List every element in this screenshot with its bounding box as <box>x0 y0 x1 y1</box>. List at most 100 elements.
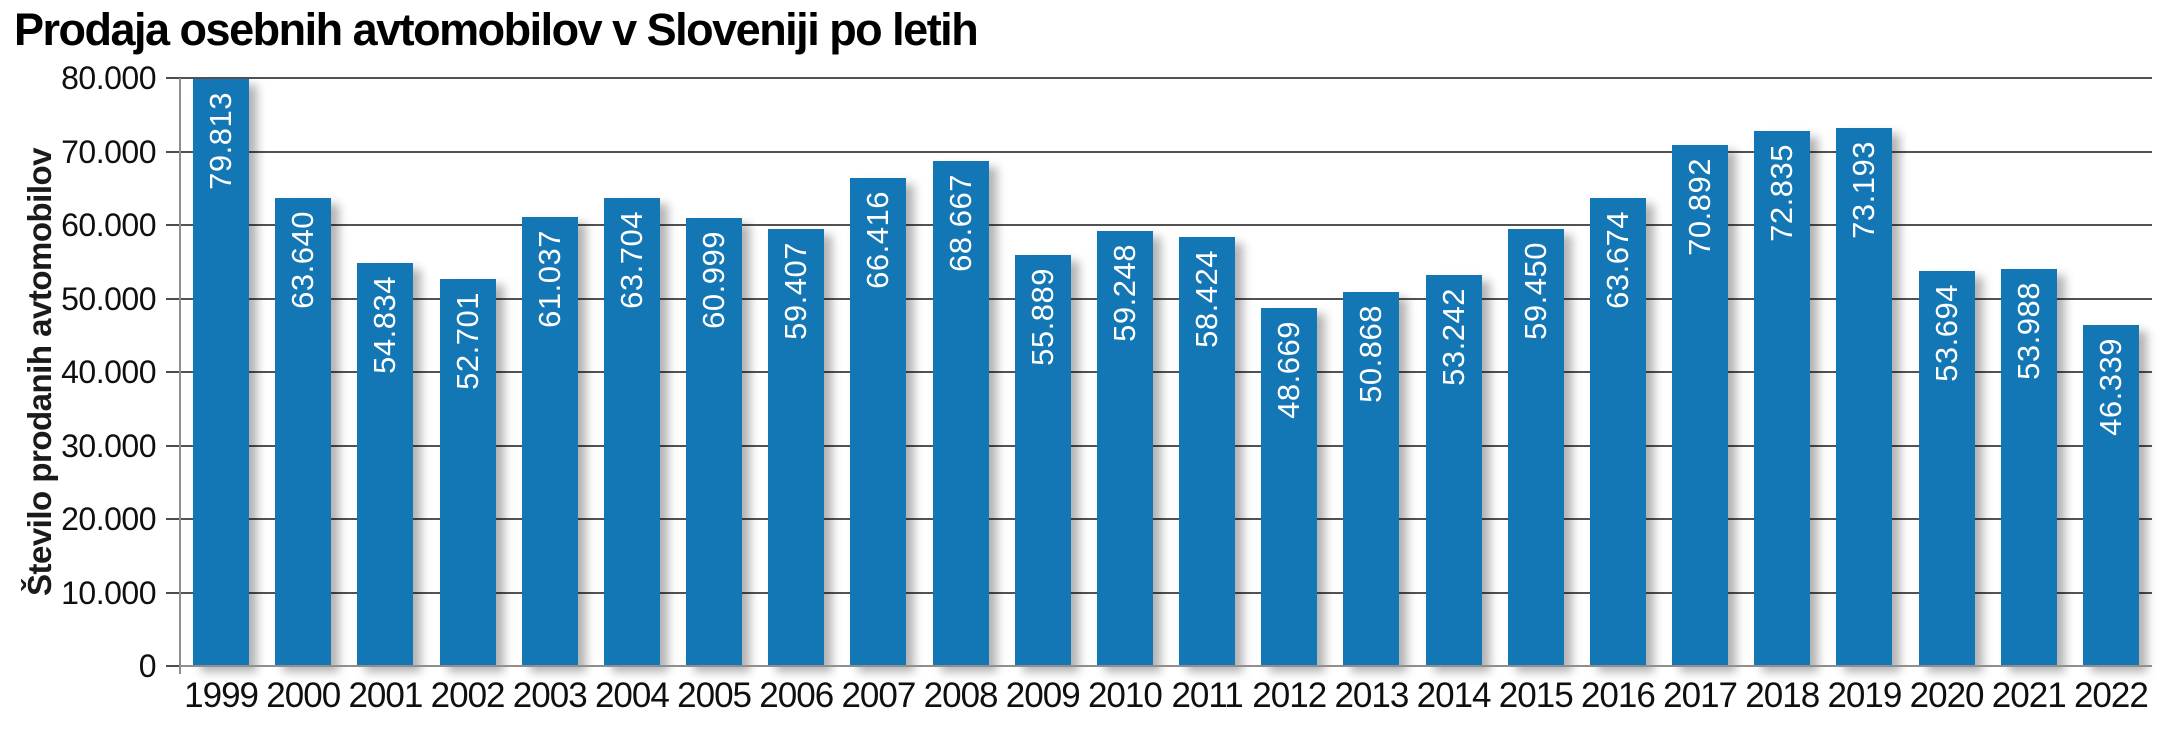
x-tick-label-2010: 2010 <box>1087 676 1163 715</box>
bar-2012: 48.669 <box>1261 308 1318 666</box>
y-tick-label: 10.000 <box>61 574 156 611</box>
bar-value-label: 52.701 <box>449 291 485 390</box>
gridline-30.000 <box>180 444 2152 447</box>
bar-2011: 58.424 <box>1179 236 1236 666</box>
x-tick-label-2014: 2014 <box>1416 676 1492 715</box>
bar-value-label: 54.834 <box>367 275 403 374</box>
x-tick-label-1999: 1999 <box>184 676 259 715</box>
bar-2000: 63.640 <box>275 198 332 666</box>
x-tick-label-2011: 2011 <box>1171 676 1243 715</box>
bar-value-label: 63.704 <box>613 210 649 309</box>
bar-2015: 59.450 <box>1507 229 1564 666</box>
bar-2004: 63.704 <box>603 197 660 666</box>
x-tick-label-2007: 2007 <box>841 676 916 715</box>
x-tick-label-2001: 2001 <box>348 676 423 715</box>
bar-value-label: 58.424 <box>1189 249 1225 348</box>
x-tick-label-2008: 2008 <box>923 676 999 715</box>
y-tick-mark <box>166 297 181 300</box>
bar-value-label: 73.193 <box>1846 141 1882 239</box>
x-tick-label-2018: 2018 <box>1745 676 1820 715</box>
y-tick-label: 30.000 <box>61 427 156 464</box>
gridline-10.000 <box>180 591 2152 594</box>
bar-value-label: 79.813 <box>203 92 239 191</box>
bar-value-label: 72.835 <box>1764 143 1800 242</box>
plot-area: 79.813 63.640 54.834 52.701 61.037 63.704 60.9… <box>179 77 2152 674</box>
bar-2019: 73.193 <box>1836 128 1893 666</box>
bar-2008: 68.667 <box>932 161 989 666</box>
bar-value-label: 53.694 <box>1928 284 1964 383</box>
bar-2014: 53.242 <box>1425 274 1482 666</box>
bar-value-label: 59.248 <box>1106 243 1142 342</box>
chart-title: Prodaja osebnih avtomobilov v Sloveniji … <box>14 4 979 55</box>
x-tick-label-2009: 2009 <box>1005 676 1081 715</box>
bar-2007: 66.416 <box>850 177 907 666</box>
bar-2022: 46.339 <box>2082 325 2139 666</box>
x-axis-line <box>180 665 2152 667</box>
x-tick-label-2021: 2021 <box>1991 676 2067 715</box>
y-tick-mark <box>166 444 181 447</box>
bar-value-label: 68.667 <box>942 174 978 273</box>
bar-1999: 79.813 <box>193 79 250 666</box>
bar-2017: 70.892 <box>1672 144 1729 666</box>
bar-2020: 53.694 <box>1918 271 1975 666</box>
y-tick-mark <box>166 150 181 153</box>
bar-value-label: 63.640 <box>285 211 321 310</box>
bar-2018: 72.835 <box>1754 130 1811 666</box>
y-tick-label: 20.000 <box>61 501 156 537</box>
x-tick-label-2005: 2005 <box>677 676 752 715</box>
x-tick-label-2019: 2019 <box>1827 676 1902 715</box>
bar-value-label: 55.889 <box>1024 268 1060 367</box>
y-tick-label: 70.000 <box>61 133 156 170</box>
x-tick-label-2012: 2012 <box>1252 676 1327 715</box>
bar-2010: 59.248 <box>1096 230 1153 666</box>
bar-value-label: 48.669 <box>1271 321 1307 420</box>
bar-2003: 61.037 <box>521 217 578 666</box>
bar-value-label: 63.674 <box>1599 211 1635 309</box>
bar-value-label: 61.037 <box>531 230 567 329</box>
y-tick-label: 80.000 <box>61 60 156 96</box>
y-tick-mark <box>166 224 181 226</box>
gridline-20.000 <box>180 518 2152 520</box>
bar-2013: 50.868 <box>1343 292 1400 666</box>
x-tick-label-2004: 2004 <box>594 676 670 715</box>
bar-value-label: 46.339 <box>2092 338 2128 437</box>
bar-value-label: 53.242 <box>1435 287 1471 386</box>
y-tick-mark <box>166 591 181 594</box>
x-tick-label-2000: 2000 <box>266 676 341 715</box>
bar-2021: 53.988 <box>2000 269 2057 666</box>
x-tick-label-2022: 2022 <box>2073 676 2149 715</box>
gridline-60.000 <box>180 224 2152 226</box>
x-tick-label-2013: 2013 <box>1334 676 1409 715</box>
bar-2016: 63.674 <box>1589 198 1646 666</box>
bar-value-label: 60.999 <box>696 230 732 329</box>
bar-2002: 52.701 <box>439 278 496 666</box>
bar-2005: 60.999 <box>686 217 743 666</box>
y-tick-mark <box>166 665 181 667</box>
bar-value-label: 70.892 <box>1682 157 1718 256</box>
x-tick-label-2003: 2003 <box>512 676 588 715</box>
x-tick-label-2002: 2002 <box>430 676 506 715</box>
gridline-80.000 <box>180 77 2152 79</box>
x-tick-label-2015: 2015 <box>1498 676 1574 715</box>
y-tick-mark <box>166 371 181 373</box>
x-tick-label-2020: 2020 <box>1909 676 1985 715</box>
bar-value-label: 53.988 <box>2010 282 2046 381</box>
y-tick-label: 0 <box>138 648 157 684</box>
bar-value-label: 59.450 <box>1517 242 1553 340</box>
x-tick-label-2016: 2016 <box>1580 676 1656 715</box>
bar-value-label: 50.868 <box>1353 305 1389 403</box>
x-tick-label-2006: 2006 <box>759 676 834 715</box>
bar-2006: 59.407 <box>768 229 825 666</box>
bar-2001: 54.834 <box>357 262 414 666</box>
bar-value-label: 59.407 <box>778 242 814 341</box>
y-tick-mark <box>166 77 181 79</box>
y-tick-label: 40.000 <box>61 354 156 390</box>
y-tick-mark <box>166 518 181 520</box>
gridline-70.000 <box>180 150 2152 153</box>
x-tick-label-2017: 2017 <box>1663 676 1738 715</box>
y-tick-label: 60.000 <box>61 207 156 243</box>
gridline-40.000 <box>180 371 2152 373</box>
bar-2009: 55.889 <box>1014 255 1071 666</box>
gridline-50.000 <box>180 297 2152 300</box>
